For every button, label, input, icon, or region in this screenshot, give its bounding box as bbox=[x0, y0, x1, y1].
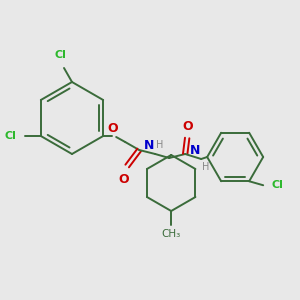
Text: CH₃: CH₃ bbox=[162, 229, 181, 239]
Text: N: N bbox=[144, 139, 154, 152]
Text: O: O bbox=[119, 173, 130, 186]
Text: N: N bbox=[190, 144, 200, 157]
Text: Cl: Cl bbox=[271, 180, 283, 190]
Text: Cl: Cl bbox=[54, 50, 66, 60]
Text: O: O bbox=[183, 120, 194, 133]
Text: O: O bbox=[108, 122, 119, 135]
Text: Cl: Cl bbox=[5, 131, 17, 141]
Text: H: H bbox=[156, 140, 164, 150]
Text: H: H bbox=[202, 162, 210, 172]
